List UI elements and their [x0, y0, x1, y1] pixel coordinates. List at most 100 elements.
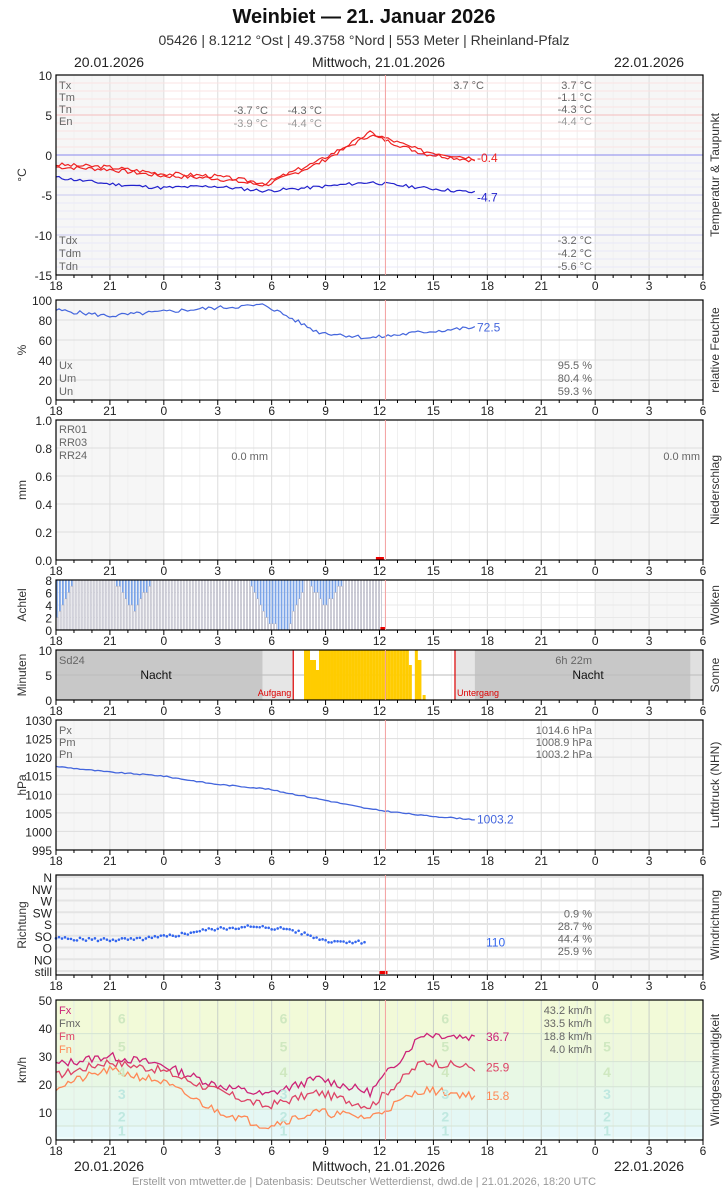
y-tick-label: 50 — [39, 994, 53, 1008]
panel-title: Windgeschwindigkeit — [708, 1013, 722, 1126]
x-tick-label: 0 — [160, 979, 167, 993]
en-night: -3.9 °C — [234, 118, 268, 130]
x-tick-label: 3 — [646, 279, 653, 293]
dew-stat: -4.2 °C — [558, 248, 592, 260]
direction-stat: 44.4 % — [558, 933, 592, 945]
y-tick-label: -15 — [35, 269, 53, 283]
pressure-line — [55, 765, 475, 821]
date-left: 20.01.2026 — [74, 54, 145, 70]
date-right: 22.01.2026 — [614, 54, 685, 70]
y-tick-label: 995 — [32, 844, 52, 858]
x-tick-label: 6 — [268, 404, 275, 418]
humidity-last-value: 72.5 — [477, 321, 501, 335]
x-tick-label: 12 — [373, 404, 387, 418]
dew-stat: -5.6 °C — [558, 261, 592, 273]
x-tick-label: 3 — [646, 564, 653, 578]
legend-un: Un — [59, 386, 73, 398]
legend-tdx: Tdx — [59, 235, 78, 247]
panel-title: relative Feuchte — [708, 307, 722, 393]
panel-sonne: Minuten Sonne — [15, 649, 722, 705]
x-tick-label: 0 — [160, 1144, 167, 1158]
y-tick-label: 0 — [45, 694, 52, 708]
legend-px: Px — [59, 725, 72, 737]
panel-title: Temperatur & Taupunkt — [708, 112, 722, 237]
rr24-day1: 0.0 mm — [231, 451, 268, 463]
y-tick-label: 100 — [32, 294, 52, 308]
y-tick-label: 1025 — [25, 733, 52, 747]
y-tick-label: 10 — [39, 69, 53, 83]
direction-tick-label: NO — [34, 953, 52, 967]
legend-sd24: Sd24 — [59, 655, 85, 667]
x-tick-label: 3 — [214, 634, 221, 648]
x-tick-label: 9 — [322, 704, 329, 718]
y-tick-label: 4 — [45, 599, 52, 613]
x-tick-label: 15 — [427, 279, 441, 293]
beaufort-label: 4 — [441, 1064, 449, 1080]
x-tick-label: 9 — [322, 1144, 329, 1158]
y-tick-label: 2 — [45, 612, 52, 626]
beaufort-label: 5 — [603, 1039, 611, 1055]
x-tick-label: 6 — [700, 564, 707, 578]
x-tick-label: 12 — [373, 564, 387, 578]
beaufort-label: 3 — [118, 1086, 126, 1102]
x-tick-label: 6 — [700, 1144, 707, 1158]
x-tick-label: 21 — [535, 979, 549, 993]
x-tick-label: 0 — [160, 279, 167, 293]
y-axis-label: hPa — [15, 774, 29, 796]
y-tick-label: 1.0 — [35, 414, 52, 428]
x-tick-label: 3 — [646, 1144, 653, 1158]
x-tick-label: 6 — [700, 854, 707, 868]
beaufort-label: 4 — [118, 1064, 126, 1080]
y-tick-label: 5 — [45, 669, 52, 683]
beaufort-label: 6 — [280, 1011, 288, 1027]
x-tick-label: 18 — [49, 1144, 63, 1158]
x-tick-label: 6 — [700, 979, 707, 993]
wind-fn-line — [55, 1064, 476, 1130]
fn-last-value: 15.8 — [486, 1089, 510, 1103]
legend-rr24: RR24 — [59, 450, 87, 462]
fm-last-value: 25.9 — [486, 1060, 510, 1074]
x-tick-label: 21 — [103, 979, 117, 993]
x-tick-label: 15 — [427, 634, 441, 648]
x-tick-label: 9 — [322, 279, 329, 293]
y-tick-label: 10 — [39, 644, 53, 658]
y-tick-label: 6 — [45, 587, 52, 601]
date-center-bottom: Mittwoch, 21.01.2026 — [312, 1158, 446, 1174]
direction-tick-label: NW — [32, 883, 53, 897]
x-tick-label: 9 — [322, 404, 329, 418]
x-tick-label: 0 — [160, 634, 167, 648]
humidity-stat: 80.4 % — [558, 373, 592, 385]
x-tick-label: 21 — [535, 279, 549, 293]
x-tick-label: 6 — [268, 564, 275, 578]
direction-stat: 25.9 % — [558, 946, 592, 958]
beaufort-label: 3 — [280, 1086, 288, 1102]
beaufort-label: 5 — [280, 1039, 288, 1055]
panel-luftdruck-nhn-: hPa Luftdruck (NHN) — [15, 719, 722, 855]
x-tick-label: 18 — [481, 634, 495, 648]
direction-tick-label: N — [43, 871, 52, 885]
beaufort-label: 5 — [118, 1039, 126, 1055]
legend-um: Um — [59, 373, 76, 385]
y-tick-label: 60 — [39, 334, 53, 348]
x-tick-label: 0 — [592, 279, 599, 293]
x-tick-label: 18 — [481, 279, 495, 293]
humidity-line — [55, 303, 476, 340]
beaufort-label: 1 — [603, 1123, 611, 1139]
dew-stat: -3.2 °C — [558, 235, 592, 247]
temp-stat: -4.4 °C — [558, 116, 592, 128]
panel-title: Windrichtung — [708, 890, 722, 960]
x-tick-label: 0 — [592, 634, 599, 648]
y-tick-label: 30 — [39, 1050, 53, 1064]
y-tick-label: 1010 — [25, 788, 52, 802]
x-tick-label: 3 — [214, 279, 221, 293]
x-tick-label: 18 — [481, 854, 495, 868]
sunset-label: Untergang — [457, 688, 499, 698]
y-tick-label: 0 — [45, 624, 52, 638]
x-tick-label: 0 — [592, 564, 599, 578]
y-tick-label: 1030 — [25, 714, 52, 728]
page-title: Weinbiet — 21. Januar 2026 — [232, 6, 496, 28]
x-tick-label: 6 — [700, 634, 707, 648]
x-tick-label: 12 — [373, 979, 387, 993]
x-tick-label: 21 — [103, 404, 117, 418]
